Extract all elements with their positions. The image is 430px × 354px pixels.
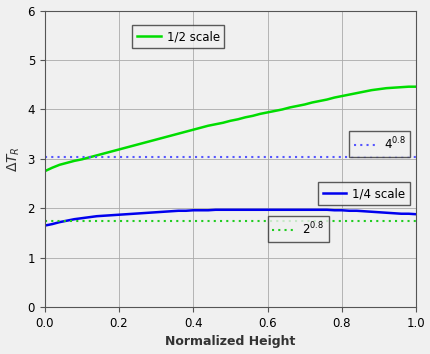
X-axis label: Normalized Height: Normalized Height xyxy=(165,336,295,348)
Y-axis label: $\Delta T_R$: $\Delta T_R$ xyxy=(6,146,22,172)
Legend: $2^{0.8}$: $2^{0.8}$ xyxy=(267,216,328,242)
